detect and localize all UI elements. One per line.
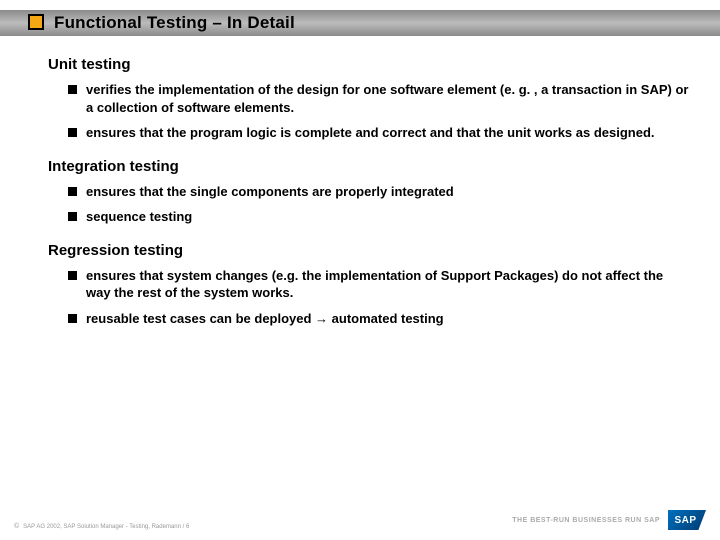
footer: © SAP AG 2002, SAP Solution Manager - Te… xyxy=(14,510,706,530)
sap-logo-text: SAP xyxy=(674,515,696,526)
footer-text: SAP AG 2002, SAP Solution Manager - Test… xyxy=(23,524,189,530)
list-item: verifies the implementation of the desig… xyxy=(68,81,690,116)
footer-tagline: THE BEST-RUN BUSINESSES RUN SAP xyxy=(512,517,660,524)
title-bullet-marker xyxy=(28,14,44,30)
copyright-icon: © xyxy=(14,523,19,530)
list-item: ensures that system changes (e.g. the im… xyxy=(68,267,690,302)
sap-logo-icon: SAP xyxy=(668,510,706,530)
list-item: ensures that the single components are p… xyxy=(68,183,690,201)
section-heading-integration-testing: Integration testing xyxy=(48,158,690,175)
section-heading-unit-testing: Unit testing xyxy=(48,56,690,73)
title-bar: Functional Testing – In Detail xyxy=(0,10,720,36)
footer-left: © SAP AG 2002, SAP Solution Manager - Te… xyxy=(14,523,189,530)
list-item: sequence testing xyxy=(68,208,690,226)
bullet-list-regression-testing: ensures that system changes (e.g. the im… xyxy=(48,267,690,328)
list-item: ensures that the program logic is comple… xyxy=(68,124,690,142)
list-item: reusable test cases can be deployed → au… xyxy=(68,310,690,328)
slide-title: Functional Testing – In Detail xyxy=(54,13,295,33)
section-heading-regression-testing: Regression testing xyxy=(48,242,690,259)
bullet-list-integration-testing: ensures that the single components are p… xyxy=(48,183,690,226)
footer-right: THE BEST-RUN BUSINESSES RUN SAP SAP xyxy=(512,510,706,530)
bullet-list-unit-testing: verifies the implementation of the desig… xyxy=(48,81,690,142)
content-area: Unit testing verifies the implementation… xyxy=(48,56,690,335)
